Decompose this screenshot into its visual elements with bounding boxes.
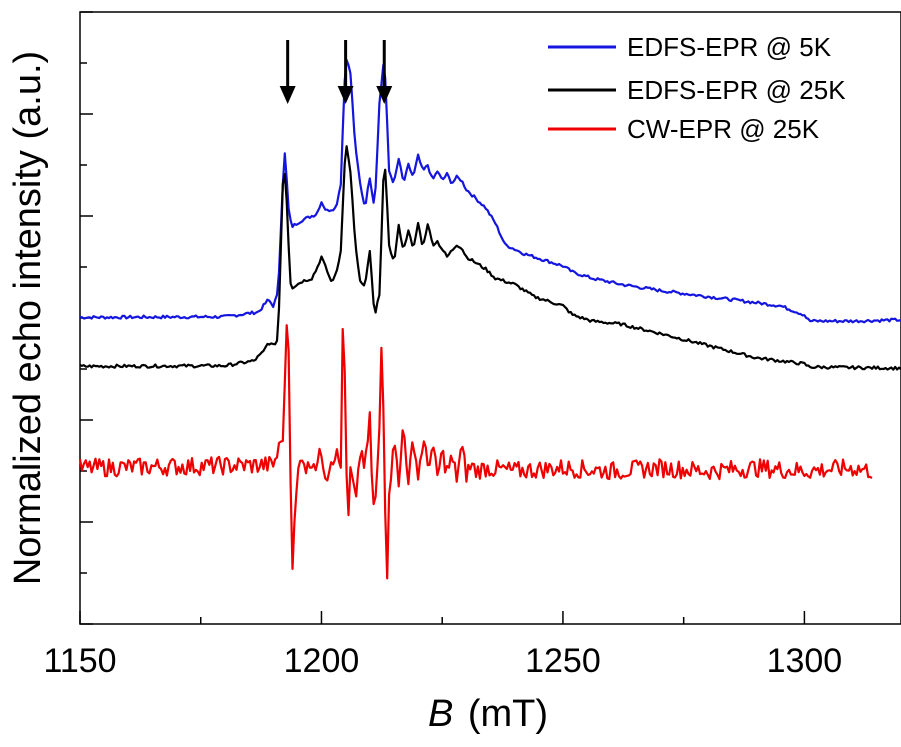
x-axis-symbol: B bbox=[428, 693, 453, 735]
legend-label-0: EDFS-EPR @ 5K bbox=[627, 32, 832, 62]
series-line-1 bbox=[79, 145, 901, 371]
peak-arrow-head-0 bbox=[279, 86, 296, 104]
arrows-layer bbox=[279, 40, 393, 104]
x-tick-label: 1200 bbox=[284, 642, 360, 680]
peak-arrow-head-2 bbox=[376, 86, 393, 104]
x-axis-ticks: 1150 1200 1250 1300 bbox=[43, 611, 842, 680]
y-axis-ticks bbox=[80, 11, 93, 625]
x-axis-title: B (mT) bbox=[428, 693, 548, 735]
legend-label-1: EDFS-EPR @ 25K bbox=[627, 75, 846, 105]
x-tick-label: 1250 bbox=[525, 642, 601, 680]
legend: EDFS-EPR @ 5K EDFS-EPR @ 25K CW-EPR @ 25… bbox=[548, 32, 846, 144]
series-layer bbox=[78, 58, 901, 580]
y-axis-title: Normalized echo intensity (a.u.) bbox=[7, 51, 49, 585]
series-line-2 bbox=[78, 324, 873, 580]
series-line-0 bbox=[79, 58, 901, 324]
x-tick-label: 1150 bbox=[43, 642, 116, 680]
x-tick-label: 1300 bbox=[767, 642, 843, 680]
peak-arrow-head-1 bbox=[337, 86, 354, 104]
legend-label-2: CW-EPR @ 25K bbox=[627, 114, 820, 144]
x-axis-unit: (mT) bbox=[468, 693, 548, 735]
